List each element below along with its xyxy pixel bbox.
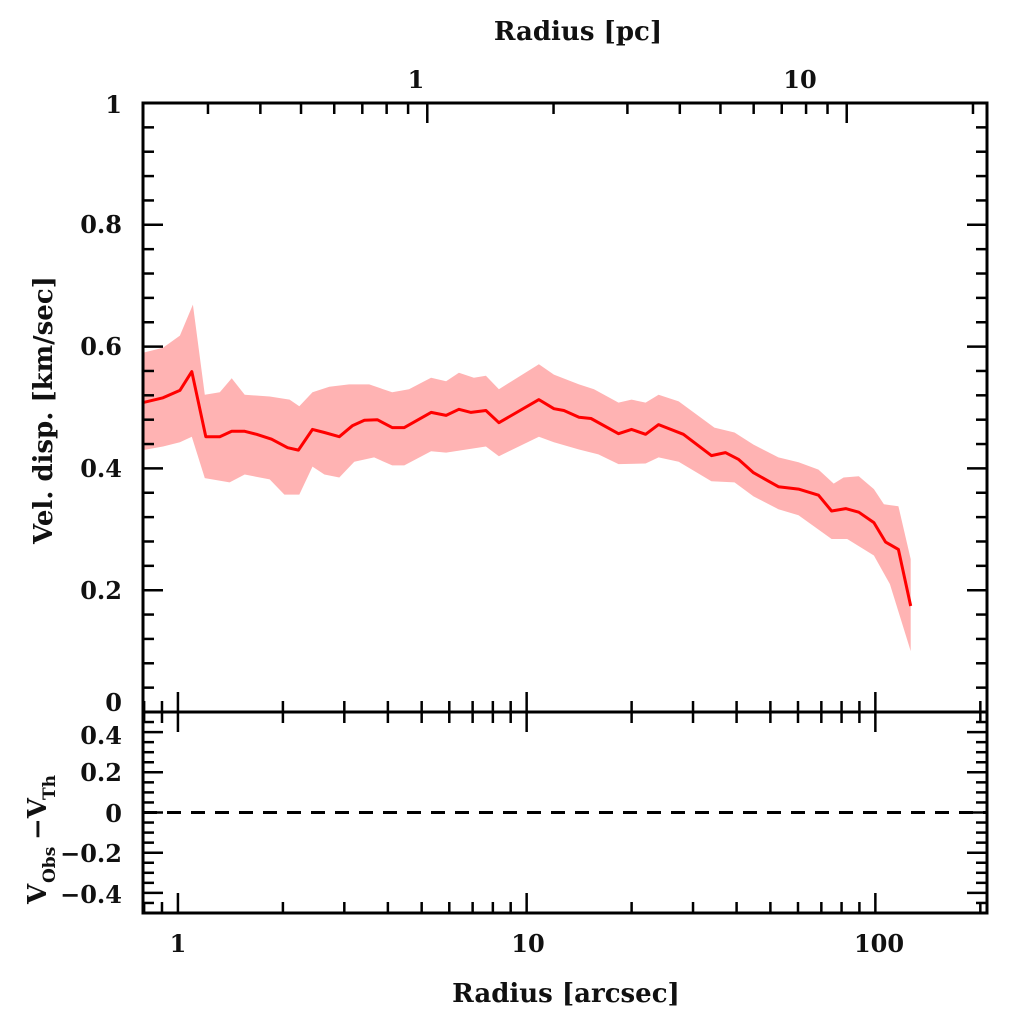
x-tick-label: 1 — [170, 929, 187, 958]
y-tick-label: 0 — [105, 799, 122, 828]
y-tick-label: 0.8 — [80, 210, 122, 239]
x-tick-label: 100 — [854, 929, 904, 958]
main-y-axis-title: Vel. disp. [km/sec] — [29, 276, 59, 545]
y-tick-label: 0.2 — [80, 758, 122, 787]
y-tick-label: 0 — [105, 688, 122, 717]
y-tick-label: 0.4 — [80, 721, 122, 750]
x-tick-label: 10 — [783, 65, 816, 94]
uncertainty-band-layer — [143, 304, 911, 652]
y-tick-label: 0.6 — [80, 332, 122, 361]
uncertainty-band — [143, 304, 911, 652]
residual-y-axis-title: V Obs −V Th — [23, 775, 60, 905]
residual-label-sub-th: Th — [40, 775, 60, 800]
plot-frame — [141, 101, 989, 915]
x-tick-label: 10 — [511, 929, 544, 958]
residual-label-sub-obs: Obs — [40, 847, 60, 883]
series-line — [142, 370, 913, 607]
bottom-x-axis-title: Radius [arcsec] — [452, 979, 680, 1009]
top-x-tick-labels: 1 10 — [408, 65, 817, 94]
bottom-x-tick-labels: 1 10 100 — [170, 929, 904, 958]
main-y-tick-labels: 0 0.2 0.4 0.6 0.8 1 — [80, 90, 122, 717]
residual-label-v: V — [23, 883, 53, 905]
y-tick-label: 1 — [105, 90, 122, 119]
y-tick-label: −0.4 — [60, 880, 122, 909]
y-tick-label: 0.2 — [80, 576, 122, 605]
axes-frame — [141, 101, 989, 915]
x-tick-label: 1 — [408, 65, 425, 94]
residual-y-tick-labels: −0.4 −0.2 0 0.2 0.4 — [60, 721, 122, 909]
tick-marks-layer — [142, 101, 987, 913]
top-x-axis-title: Radius [pc] — [494, 17, 662, 47]
residual-label-minus-v: −V — [23, 797, 53, 840]
series-line-layer — [142, 370, 913, 607]
y-tick-label: 0.4 — [80, 454, 122, 483]
y-tick-label: −0.2 — [60, 839, 122, 868]
